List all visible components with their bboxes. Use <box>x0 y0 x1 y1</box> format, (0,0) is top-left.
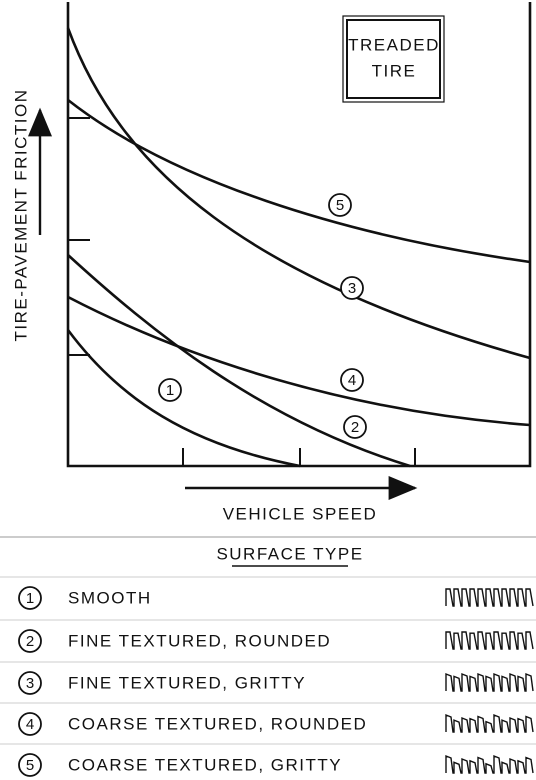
legend-number: 4 <box>26 716 34 733</box>
x-axis-label: VEHICLE SPEED <box>223 504 378 523</box>
curve-label-text: 1 <box>166 382 174 399</box>
legend-title: SURFACE TYPE <box>216 544 363 563</box>
legend-number: 5 <box>26 757 34 774</box>
figure: 1 2 3 4 5 TREADED TIRE TIRE-PAVEMENT FRI… <box>0 0 536 780</box>
legend-number: 1 <box>26 590 34 607</box>
note-line: TREADED <box>348 35 440 54</box>
legend-number: 3 <box>26 675 34 692</box>
curve-label-text: 2 <box>351 419 359 436</box>
curve-label-text: 3 <box>348 280 356 297</box>
curve-label-text: 5 <box>336 197 344 214</box>
curve-label: 4 <box>341 369 363 391</box>
legend: 1 SMOOTH 2 FINE TEXTURED, ROUNDED 3 FINE TEXT… <box>0 577 536 776</box>
curve-label: 1 <box>159 379 181 401</box>
texture-icon <box>446 756 533 773</box>
legend-number: 2 <box>26 633 34 650</box>
legend-label: COARSE TEXTURED, GRITTY <box>68 755 342 774</box>
plot-frame <box>68 2 530 466</box>
note-line: TIRE <box>372 61 417 80</box>
texture-icon <box>446 589 533 606</box>
curve-3 <box>68 28 530 358</box>
curve-label: 5 <box>329 194 351 216</box>
legend-label: FINE TEXTURED, ROUNDED <box>68 631 331 650</box>
curve-label: 3 <box>341 277 363 299</box>
y-axis-label: TIRE-PAVEMENT FRICTION <box>11 88 30 341</box>
legend-label: COARSE TEXTURED, ROUNDED <box>68 714 367 733</box>
curve-label: 2 <box>344 416 366 438</box>
note-box <box>347 20 440 98</box>
curve-5 <box>68 100 530 262</box>
texture-icon <box>446 632 533 649</box>
legend-label: FINE TEXTURED, GRITTY <box>68 673 306 692</box>
curve-label-text: 4 <box>348 372 356 389</box>
legend-label: SMOOTH <box>68 588 152 607</box>
texture-icon <box>446 674 533 691</box>
texture-icon <box>446 715 533 732</box>
